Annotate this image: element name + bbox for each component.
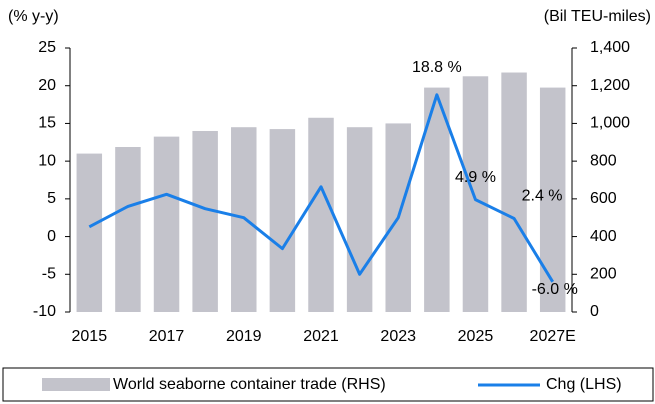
x-tick-label: 2015 <box>72 328 108 345</box>
legend-box <box>2 367 654 402</box>
legend-swatch <box>42 378 110 391</box>
y-tick-label: 5 <box>47 190 56 207</box>
x-tick-label: 2019 <box>226 328 262 345</box>
y-tick-label: 0 <box>47 228 56 245</box>
bar <box>192 130 218 312</box>
y-axis-label: (% y-y) <box>8 8 59 25</box>
x-tick-label: 2021 <box>303 328 339 345</box>
data-label: 4.9 % <box>455 169 496 186</box>
y-tick-label: 25 <box>38 39 56 56</box>
bar <box>308 117 334 313</box>
y2-tick-label: 800 <box>590 152 617 169</box>
legend-label: Chg (LHS) <box>546 376 622 393</box>
y-tick-label: 15 <box>38 115 56 132</box>
bar <box>501 72 527 312</box>
line <box>88 93 554 283</box>
y2-tick-label: 1,200 <box>590 77 630 94</box>
y-tick-label: 10 <box>38 152 56 169</box>
bar <box>76 153 103 312</box>
y2-axis-label: (Bil TEU-miles) <box>544 8 651 25</box>
y2-tick-label: 200 <box>590 266 617 283</box>
bar <box>153 136 180 312</box>
y-tick-label: -5 <box>42 266 56 283</box>
y2-tick-label: 600 <box>590 190 617 207</box>
x-tick-label: 2023 <box>380 328 416 345</box>
bar <box>346 127 373 312</box>
data-label: 2.4 % <box>522 188 563 205</box>
bar <box>539 87 566 312</box>
data-label: 18.8 % <box>412 59 462 76</box>
y2-tick-label: 1,400 <box>590 39 630 56</box>
y2-tick-label: 0 <box>590 303 599 320</box>
x-tick-label: 2017 <box>149 328 185 345</box>
y2-tick-label: 400 <box>590 228 617 245</box>
y2-tick-label: 1,000 <box>590 115 630 132</box>
x-tick-label: 2027E <box>530 328 576 345</box>
bar <box>269 129 296 312</box>
bar <box>115 147 141 312</box>
data-label: -6.0 % <box>532 281 578 298</box>
y-tick-label: 20 <box>38 77 56 94</box>
x-tick-label: 2025 <box>458 328 494 345</box>
y-tick-label: -10 <box>33 303 56 320</box>
bar <box>462 76 489 313</box>
legend-label: World seaborne container trade (RHS) <box>113 376 386 393</box>
